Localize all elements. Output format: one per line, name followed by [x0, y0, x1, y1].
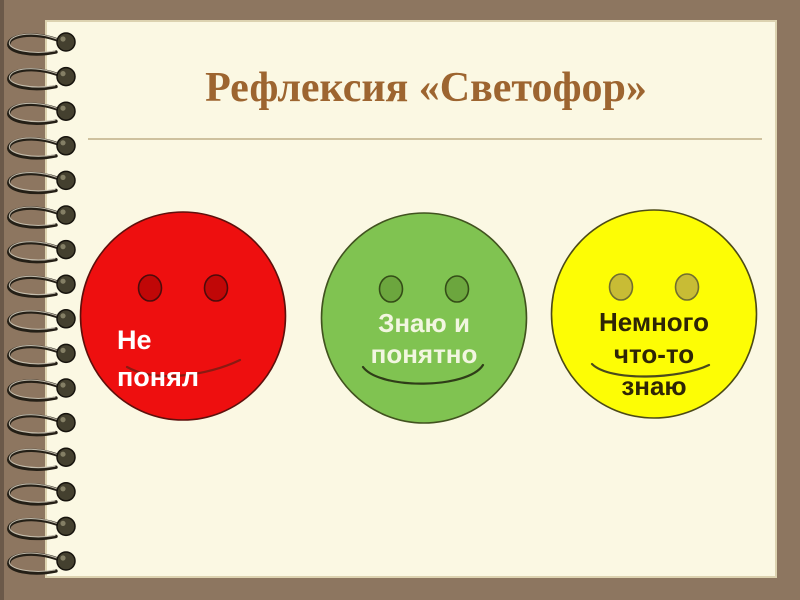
smiley-green-label-line: понятно	[370, 339, 478, 369]
smiley-red-label: Не понял	[117, 322, 199, 396]
smiley-red-label-line: Не	[117, 325, 152, 355]
spiral-binding	[7, 32, 76, 575]
background-edge-strip	[0, 0, 4, 600]
spiral-ring	[7, 170, 76, 195]
slide-title: Рефлексия «Светофор»	[205, 65, 647, 111]
smiley-yellow-label-line: Немного	[598, 307, 710, 337]
spiral-hole-knob	[56, 447, 76, 467]
smiley-yellow-right-eye-icon	[674, 273, 700, 301]
spiral-ring	[7, 66, 76, 91]
spiral-ring	[7, 343, 76, 368]
spiral-ring	[7, 482, 76, 506]
spiral-hole-knob	[56, 412, 76, 433]
spiral-hole-knob	[56, 205, 76, 225]
smiley-red: Не понял	[77, 210, 289, 422]
smiley-green-label-line: Знаю и	[378, 308, 470, 338]
smiley-yellow-left-eye-icon	[608, 273, 634, 301]
spiral-ring	[7, 551, 76, 575]
spiral-ring	[7, 447, 76, 471]
spiral-ring	[7, 378, 76, 402]
spiral-ring	[7, 239, 76, 264]
smiley-green-left-eye-icon	[378, 275, 404, 303]
smiley-red-face	[79, 211, 287, 421]
spiral-hole-knob	[56, 343, 76, 364]
smiley-red-label-line: понял	[117, 362, 200, 392]
spiral-ring	[7, 32, 76, 56]
smiley-yellow-mouth-icon	[590, 362, 711, 378]
spiral-ring	[7, 412, 76, 437]
smiley-yellow-label: Немного что-то знаю	[548, 306, 760, 402]
spiral-hole-knob	[56, 32, 76, 52]
smiley-red-graphic	[79, 211, 287, 421]
spiral-hole-knob	[56, 136, 76, 156]
spiral-hole-knob	[56, 551, 76, 571]
spiral-hole-knob	[56, 378, 76, 398]
smiley-green: Знаю и понятно	[318, 212, 530, 424]
smiley-yellow-label-line: знаю	[621, 371, 687, 401]
smiley-green-graphic	[320, 212, 528, 424]
spiral-hole-knob	[56, 482, 76, 502]
spiral-hole-knob	[56, 274, 76, 294]
smiley-yellow-graphic	[550, 209, 758, 419]
spiral-ring	[7, 205, 76, 229]
smiley-red-mouth-icon	[125, 358, 242, 378]
smiley-green-right-eye-icon	[444, 275, 470, 303]
smiley-red-right-eye-icon	[203, 274, 229, 302]
spiral-hole-knob	[56, 239, 76, 260]
spiral-ring	[7, 136, 76, 160]
smiley-green-label: Знаю и понятно	[318, 308, 530, 370]
spiral-hole-knob	[56, 516, 76, 537]
spiral-ring	[7, 274, 76, 298]
smiley-yellow-label-line: что-то	[613, 339, 695, 369]
spiral-hole-knob	[56, 309, 76, 329]
smiley-red-left-eye-icon	[137, 274, 163, 302]
spiral-ring	[7, 516, 76, 541]
spiral-ring	[7, 309, 76, 333]
spiral-hole-knob	[56, 170, 76, 191]
spiral-ring	[7, 101, 76, 125]
smiley-green-mouth-icon	[361, 363, 485, 385]
smiley-yellow: Немного что-то знаю	[548, 208, 760, 420]
title-divider-line	[88, 138, 762, 140]
smiley-green-face	[320, 212, 528, 424]
